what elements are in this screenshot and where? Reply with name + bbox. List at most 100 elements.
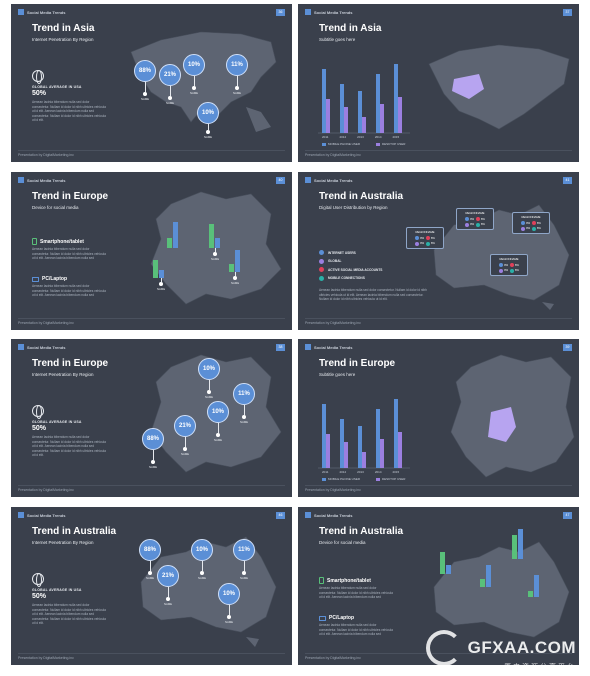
pin-21[interactable]: 21% NAME xyxy=(157,565,179,606)
bar-chart xyxy=(318,399,410,469)
bar-green-2 xyxy=(512,535,517,559)
pin-10a[interactable]: 10% NAME xyxy=(183,54,205,95)
europe-map-highlight xyxy=(450,354,575,478)
pin-88[interactable]: 88% NAME xyxy=(139,539,161,580)
device-pc: PC/Laptop Aenean lacinia bibendum nulla … xyxy=(32,276,106,298)
device-smartphone: Smartphone/tablet Aenean lacinia bibendu… xyxy=(319,577,393,600)
slide-asia-bars[interactable]: Social Media Trends 37 Trend in Asia Sub… xyxy=(298,4,579,162)
bar-blue-4 xyxy=(235,250,240,272)
slide-header: Social Media Trends xyxy=(18,9,65,15)
slide-subtitle: Device for social media xyxy=(319,540,366,545)
pin-11[interactable]: 11% NAME xyxy=(233,383,255,424)
slide-subtitle: Internet Penetration By Region xyxy=(32,372,94,377)
slide-title: Trend in Australia xyxy=(319,526,404,537)
bar-green-3 xyxy=(153,260,158,278)
year-labels: 2011 2012 2013 2014 2015 xyxy=(322,135,400,139)
slide-header: Social Media Trends xyxy=(18,344,65,350)
watermark: GFXAA.COM xyxy=(425,630,576,666)
slide-footer: Presentation by DigitalMarketing.inc xyxy=(305,321,361,325)
bar-blue-3 xyxy=(486,565,491,587)
bar-chart xyxy=(318,64,410,134)
pin-10b[interactable]: 10% NAME xyxy=(197,102,219,139)
region-box-4[interactable]: REGIONNAME 8% 8% 8% 8% xyxy=(490,254,528,276)
pin-21[interactable]: 21% NAME xyxy=(174,415,196,456)
region-box-3[interactable]: REGIONNAME 8% 8% 8% 8% xyxy=(512,212,550,234)
chart-legend: MOBILE PHONE USER DESKTOP USER xyxy=(322,142,405,146)
region-box-2[interactable]: REGIONNAME 8% 8% 8% 8% xyxy=(456,208,494,230)
bar-blue-3 xyxy=(159,270,164,278)
region-box-1[interactable]: REGIONNAME 8% 8% 8% 8% xyxy=(406,227,444,249)
slide-header: Social Media Trends xyxy=(18,512,65,518)
chart-legend: MOBILE PHONE USER DESKTOP USER xyxy=(322,477,405,481)
slide-subtitle: Internet Penetration By Region xyxy=(32,37,94,42)
laptop-icon xyxy=(319,615,326,621)
europe-map xyxy=(150,191,282,305)
bar-green-4 xyxy=(528,591,533,597)
slide-australia-penetration[interactable]: Social Media Trends 46 Trend in Australi… xyxy=(11,507,292,665)
slide-europe-penetration[interactable]: Social Media Trends 38 Trend in Europe I… xyxy=(11,339,292,497)
slide-asia-penetration[interactable]: Social Media Trends 36 Trend in Asia Int… xyxy=(11,4,292,162)
global-average: GLOBAL AVERAGE IN USA 50% Aenean lacinia… xyxy=(32,70,112,123)
logo-icon xyxy=(18,177,24,183)
pin-88[interactable]: 88% NAME xyxy=(142,428,164,469)
globe-icon xyxy=(32,70,44,84)
tablet-icon xyxy=(319,577,324,584)
slide-subtitle: Digital User Distribution by Region xyxy=(319,205,388,210)
slide-europe-devices[interactable]: Social Media Trends 40 Trend in Europe D… xyxy=(11,172,292,330)
pin-name-c: NAME xyxy=(231,272,239,285)
slide-subtitle: Internet Penetration By Region xyxy=(32,540,94,545)
bar-green-3 xyxy=(480,579,485,587)
pin-11[interactable]: 11% NAME xyxy=(233,539,255,580)
pin-name-a: NAME xyxy=(157,278,165,291)
global-average: GLOBAL AVERAGE IN USA 50% Aenean lacinia… xyxy=(32,573,112,626)
page-number: 37 xyxy=(563,9,572,16)
page-number: 36 xyxy=(276,9,285,16)
global-average: GLOBAL AVERAGE IN USA 50% Aenean lacinia… xyxy=(32,405,112,458)
bar-blue-4 xyxy=(534,575,539,597)
tablet-icon xyxy=(32,238,37,245)
pin-10b[interactable]: 10% NAME xyxy=(207,401,229,442)
laptop-icon xyxy=(32,276,39,282)
pin-10b[interactable]: 10% NAME xyxy=(218,583,240,624)
watermark-subtitle: 原来资源分享平台 xyxy=(504,664,576,671)
pin-10a[interactable]: 10% NAME xyxy=(191,539,213,580)
pin-88[interactable]: 88% NAME xyxy=(134,60,156,101)
bar-blue-2 xyxy=(215,238,220,248)
bar-green-2 xyxy=(209,224,214,248)
slide-europe-bars[interactable]: Social Media Trends 39 Trend in Europe S… xyxy=(298,339,579,497)
slide-title: Trend in Europe xyxy=(32,191,109,202)
bar-blue-1 xyxy=(173,222,178,248)
slide-footer: Presentation by DigitalMarketing.inc xyxy=(18,488,74,492)
pin-10a[interactable]: 10% NAME xyxy=(198,358,220,399)
slide-header: Social Media Trends xyxy=(305,9,352,15)
bar-green-1 xyxy=(440,552,445,574)
slide-title: Trend in Europe xyxy=(319,358,396,369)
slide-title: Trend in Asia xyxy=(32,23,95,34)
page-number: 39 xyxy=(563,344,572,351)
page-number: 40 xyxy=(276,177,285,184)
globe-icon xyxy=(32,405,44,419)
page-number: 46 xyxy=(276,512,285,519)
logo-icon xyxy=(305,512,311,518)
device-pc: PC/Laptop Aenean lacinia bibendum nulla … xyxy=(319,615,393,637)
pin-21[interactable]: 21% NAME xyxy=(159,64,181,105)
bar-green-4 xyxy=(229,264,234,272)
bar-green-1 xyxy=(167,238,172,248)
bar-blue-1 xyxy=(446,565,451,574)
slide-footer: Presentation by DigitalMarketing.inc xyxy=(305,153,361,157)
pin-name-b: NAME xyxy=(211,248,219,261)
slide-header: Social Media Trends xyxy=(305,512,352,518)
slide-title: Trend in Europe xyxy=(32,358,109,369)
slide-australia-distribution[interactable]: Social Media Trends 41 Trend in Australi… xyxy=(298,172,579,330)
logo-icon xyxy=(305,177,311,183)
watermark-logo-icon xyxy=(425,630,462,666)
logo-icon xyxy=(305,9,311,15)
slide-footer: Presentation by DigitalMarketing.inc xyxy=(18,321,74,325)
logo-icon xyxy=(305,344,311,350)
pin-11[interactable]: 11% NAME xyxy=(226,54,248,95)
year-labels: 2011 2012 2013 2014 2015 xyxy=(322,470,400,474)
slide-header: Social Media Trends xyxy=(18,177,65,183)
slide-footer: Presentation by DigitalMarketing.inc xyxy=(305,488,361,492)
distribution-legend: INTERNET USERS GLOBAL ACTIVE SOCIAL MEDI… xyxy=(319,250,382,284)
logo-icon xyxy=(18,9,24,15)
